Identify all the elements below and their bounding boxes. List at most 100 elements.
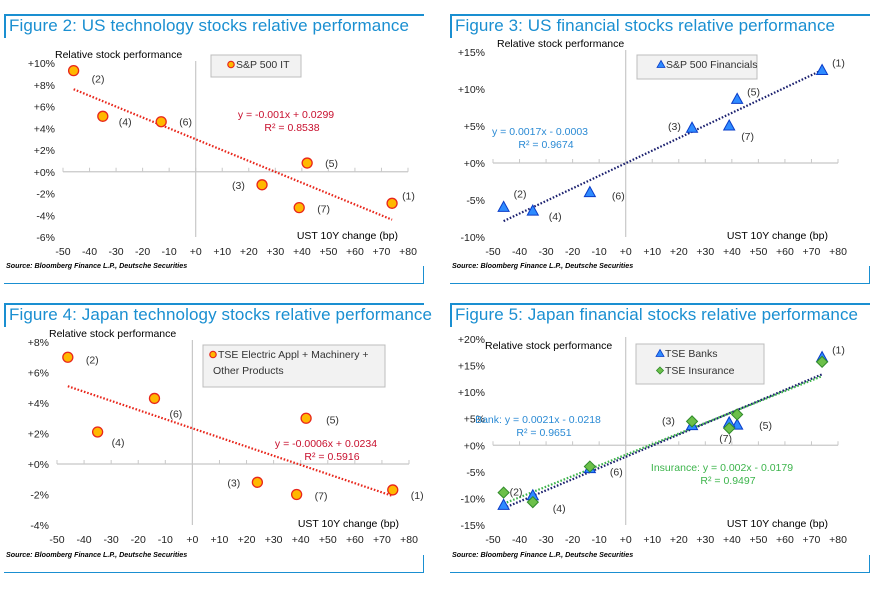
y-tick-label: -15% [460, 520, 485, 532]
panel-top-border [450, 303, 870, 305]
x-tick-label: -50 [485, 534, 500, 546]
x-tick-label: -40 [512, 246, 527, 258]
y-tick-label: +10% [28, 58, 55, 70]
panel-left-border [450, 303, 452, 327]
trendline-equation: y = -0.001x + 0.0299 [238, 109, 334, 121]
y-tick-label: -2% [30, 490, 49, 502]
data-point-label: (1) [402, 190, 415, 202]
y-tick-label: -10% [460, 232, 485, 244]
y-tick-label: +4% [28, 398, 49, 410]
x-tick-label: +70 [803, 246, 821, 258]
x-tick-label: +60 [346, 246, 364, 258]
axes: -50 -40 -30 -20 -10 +0 +10 +20 +30 +40 +50 +60 +70 +8… [458, 38, 847, 258]
y-tick-label: +0% [464, 158, 485, 170]
data-point-label: (2) [514, 188, 527, 200]
x-tick-label: +40 [293, 246, 311, 258]
data-point-circle [251, 476, 264, 488]
figure-3-chart: -50 -40 -30 -20 -10 +0 +10 +20 +30 +40 +50 +60 +70 +8… [458, 38, 847, 258]
y-tick-label: +2% [28, 429, 49, 441]
axes: -50 -40 -30 -20 -10 +0 +10 +20 +30 +40 +50 +60 +70 +8… [458, 334, 847, 546]
trendline [503, 69, 823, 223]
axes: -50 -40 -30 -20 -10 +0 +10 +20 +30 +40 +50 +60 +70 +8… [28, 49, 417, 258]
legend-entry-label: TSE Electric Appl + Machinery + [218, 349, 369, 361]
data-point-circle [97, 110, 109, 122]
y-tick-label: +20% [458, 334, 485, 346]
data-point-triangle [722, 118, 736, 131]
source-note: Source: Bloomberg Finance L.P., Deutsche… [6, 550, 188, 559]
data-point-label: (7) [315, 491, 328, 503]
y-tick-label: +6% [28, 368, 49, 380]
data-point-circle [386, 197, 398, 209]
x-tick-label: +30 [696, 246, 714, 258]
panel-bottom-border [4, 571, 424, 573]
data-point-diamond [497, 486, 510, 499]
data-point-diamond [730, 408, 744, 421]
trendline-equation: Bank: y = 0.0021x - 0.0218 [475, 414, 601, 426]
data-point-label: (4) [119, 116, 132, 128]
legend-marker-circle [227, 60, 235, 69]
x-tick-label: -20 [135, 246, 150, 258]
x-tick-label: +40 [723, 246, 741, 258]
x-tick-label: +0 [620, 534, 632, 546]
x-tick-label: +80 [399, 246, 417, 258]
y-tick-label: +5% [464, 414, 485, 426]
x-tick-label: +80 [829, 246, 847, 258]
y-tick-label: +0% [28, 459, 49, 471]
x-tick-label: +20 [670, 534, 688, 546]
data-point-label: (2) [510, 486, 523, 498]
panel-left-border [4, 303, 6, 327]
data-point-label: (5) [747, 86, 760, 98]
y-tick-label: +6% [34, 102, 55, 114]
data-point-label: (4) [112, 437, 125, 449]
x-axis-title: UST 10Y change (bp) [297, 230, 398, 242]
legend: S&P 500 IT [210, 54, 302, 78]
figure-2-panel: Figure 2: US technology stocks relative … [4, 14, 424, 284]
data-point-diamond [815, 355, 829, 369]
data-point-triangle [526, 204, 540, 216]
x-tick-label: +10 [643, 534, 661, 546]
data-point-label: (6) [169, 408, 182, 420]
r-squared-label: R² = 0.9651 [516, 427, 571, 439]
data-point-circle [62, 351, 74, 363]
chart-title: Figure 4: Japan technology stocks relati… [9, 305, 433, 324]
panel-bottom-border [450, 282, 870, 284]
x-axis-title: UST 10Y change (bp) [298, 518, 399, 530]
x-tick-label: +50 [319, 246, 337, 258]
chart-title: Figure 2: US technology stocks relative … [9, 16, 410, 35]
data-point-circle [155, 116, 167, 128]
data-point-label: (2) [86, 354, 99, 366]
x-tick-label: -10 [162, 246, 177, 258]
x-tick-label: +50 [749, 246, 767, 258]
y-tick-label: -5% [466, 195, 485, 207]
data-point-label: (4) [549, 211, 562, 223]
x-tick-label: +30 [265, 534, 283, 546]
figure-4-chart: -50 -40 -30 -20 -10 +0 +10 +20 +30 +40 +50 +60 +70 +8… [28, 328, 424, 546]
data-point-label: (1) [832, 58, 845, 70]
y-tick-label: -4% [36, 210, 55, 222]
x-tick-label: -20 [131, 534, 146, 546]
r-squared-label: R² = 0.9674 [518, 139, 573, 151]
trendline-equation: Insurance: y = 0.002x - 0.0179 [651, 462, 793, 474]
chart-title: Figure 3: US financial stocks relative p… [455, 16, 836, 35]
source-note: Source: Bloomberg Finance L.P., Deutsche… [452, 550, 634, 559]
y-tick-label: +4% [34, 123, 55, 135]
x-tick-label: +0 [190, 246, 202, 258]
y-axis-title: Relative stock performance [497, 38, 624, 50]
data-point-label: (2) [92, 74, 105, 86]
legend-marker-circle [209, 350, 217, 359]
x-tick-label: +40 [292, 534, 310, 546]
trendline-equation: y = -0.0006x + 0.0234 [275, 438, 377, 450]
x-tick-label: +20 [240, 246, 258, 258]
r-squared-label: R² = 0.5916 [304, 451, 359, 463]
x-tick-label: -30 [538, 246, 553, 258]
panel-top-border [4, 303, 424, 305]
data-point-label: (6) [612, 191, 625, 203]
panel-right-border [422, 555, 424, 573]
x-tick-label: +30 [266, 246, 284, 258]
y-tick-label: -4% [30, 520, 49, 532]
x-tick-label: +50 [319, 534, 337, 546]
figure-4-panel: Figure 4: Japan technology stocks relati… [4, 303, 432, 573]
legend-entry-label: Other Products [213, 365, 284, 377]
y-tick-label: -2% [36, 189, 55, 201]
x-tick-label: +20 [238, 534, 256, 546]
